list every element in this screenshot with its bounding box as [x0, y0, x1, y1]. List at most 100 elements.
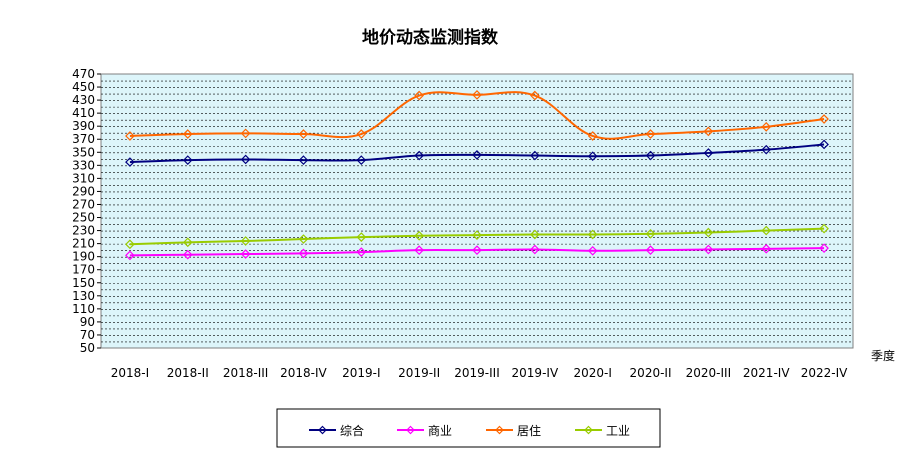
y-tick-label: 450: [72, 80, 95, 94]
data-point: [645, 150, 656, 161]
legend-item-居住: 居住: [486, 424, 541, 438]
data-point: [298, 248, 309, 259]
y-tick-label: 270: [72, 197, 95, 211]
x-tick-label: 2019-II: [398, 366, 440, 380]
data-point: [298, 155, 309, 165]
series-line: [129, 247, 825, 257]
data-point: [240, 128, 251, 139]
y-tick-label: 150: [72, 276, 95, 290]
y-tick-label: 110: [72, 302, 95, 316]
chart-title: 地价动态监测指数: [362, 27, 499, 48]
y-tick-label: 390: [72, 119, 95, 133]
data-point: [703, 227, 714, 238]
x-tick-label: 2022-IV: [801, 366, 848, 380]
data-point: [472, 230, 482, 240]
y-tick-label: 50: [80, 341, 95, 355]
y-tick-label: 370: [72, 132, 95, 146]
x-tick-label: 2018-III: [223, 366, 269, 380]
data-point: [356, 232, 367, 242]
y-tick-label: 90: [80, 315, 95, 329]
legend: 综合 商业 居住 工业: [309, 423, 630, 438]
data-point: [356, 247, 367, 257]
series-商业: [125, 243, 829, 261]
data-point: [703, 126, 714, 137]
data-point: [703, 148, 714, 158]
x-tick-label: 2018-IV: [280, 366, 327, 380]
data-point: [472, 150, 482, 160]
data-point: [645, 245, 656, 255]
y-tick-label: 350: [72, 145, 95, 159]
y-tick-label: 130: [72, 289, 95, 303]
data-point: [761, 144, 772, 155]
data-point: [645, 129, 656, 139]
y-tick-label: 250: [72, 211, 95, 225]
data-point: [645, 228, 656, 239]
data-point: [761, 121, 772, 132]
legend-label: 居住: [517, 424, 541, 438]
data-point: [529, 229, 540, 240]
legend-marker: [584, 425, 593, 435]
data-point: [819, 139, 829, 150]
legend-item-综合: 综合: [309, 423, 364, 438]
data-point: [125, 239, 135, 250]
series-line: [129, 227, 825, 246]
data-point: [587, 151, 598, 162]
data-point: [819, 223, 829, 234]
data-point: [240, 249, 251, 259]
y-tick-label: 430: [72, 93, 95, 107]
series-居住: [125, 90, 829, 141]
legend-label: 综合: [340, 423, 364, 438]
data-point: [356, 129, 367, 139]
data-point: [125, 157, 135, 167]
series-line: [129, 143, 825, 164]
data-point: [529, 244, 540, 255]
legend-item-工业: 工业: [575, 424, 630, 438]
data-point: [125, 131, 135, 141]
legend-label: 工业: [606, 424, 630, 438]
plot-area: [100, 73, 854, 349]
data-point: [703, 244, 714, 255]
data-point: [356, 155, 367, 165]
legend-marker: [406, 425, 415, 435]
legend-label: 商业: [428, 423, 452, 438]
data-point: [414, 230, 425, 241]
series-综合: [125, 139, 829, 167]
data-point: [414, 150, 425, 161]
data-point: [240, 236, 251, 246]
data-point: [472, 90, 482, 100]
y-tick-label: 170: [72, 263, 95, 277]
data-point: [761, 243, 772, 254]
data-point: [298, 129, 309, 139]
y-tick-label: 330: [72, 158, 95, 172]
y-tick-label: 70: [80, 328, 95, 342]
data-point: [761, 225, 772, 236]
y-tick-label: 310: [72, 171, 95, 185]
series-工业: [125, 223, 829, 250]
legend-box: [276, 408, 661, 448]
legend-marker: [495, 425, 504, 435]
data-point: [182, 155, 193, 165]
data-point: [414, 245, 425, 255]
x-tick-label: 2020-II: [630, 366, 672, 380]
data-point: [587, 229, 598, 240]
x-tick-label: 2020-I: [573, 366, 611, 380]
x-axis-ticks: 2018-I 2018-II 2018-III 2018-IV 2019-I 2019-I…: [111, 366, 848, 380]
x-tick-label: 2018-I: [111, 366, 149, 380]
data-point: [472, 245, 482, 255]
data-point: [240, 154, 251, 165]
legend-marker: [318, 425, 327, 435]
series-line: [129, 91, 825, 140]
data-point: [587, 131, 598, 141]
data-point: [298, 234, 309, 244]
y-tick-label: 290: [72, 184, 95, 198]
data-point: [182, 237, 193, 248]
x-axis-unit-label: 季度: [871, 348, 895, 363]
y-tick-label: 230: [72, 224, 95, 238]
data-point: [529, 150, 540, 161]
x-tick-label: 2021-IV: [743, 366, 790, 380]
y-tick-label: 470: [72, 67, 95, 81]
x-tick-label: 2018-II: [167, 366, 209, 380]
data-point: [182, 129, 193, 139]
x-tick-label: 2019-IV: [512, 366, 559, 380]
